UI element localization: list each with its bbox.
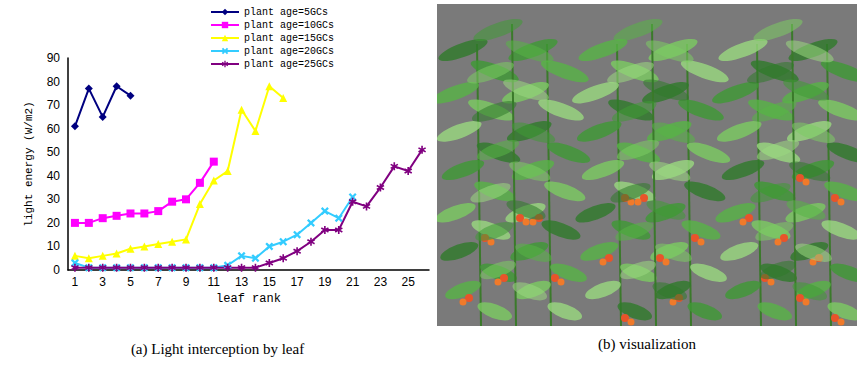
svg-text:11: 11 bbox=[208, 275, 221, 289]
svg-text:40: 40 bbox=[47, 169, 61, 183]
svg-text:plant age=20GCs: plant age=20GCs bbox=[244, 46, 334, 57]
svg-text:0: 0 bbox=[53, 263, 60, 277]
svg-text:90: 90 bbox=[47, 51, 61, 65]
svg-text:1: 1 bbox=[72, 275, 79, 289]
svg-text:80: 80 bbox=[47, 75, 61, 89]
svg-text:leaf rank: leaf rank bbox=[216, 292, 281, 306]
svg-text:10: 10 bbox=[47, 239, 61, 253]
svg-text:60: 60 bbox=[47, 122, 61, 136]
svg-text:plant age=5GCs: plant age=5GCs bbox=[244, 7, 328, 18]
svg-text:25: 25 bbox=[401, 275, 415, 289]
svg-text:plant age=25GCs: plant age=25GCs bbox=[244, 59, 334, 70]
html-text:(b) visualization: (b) visualization bbox=[598, 336, 696, 352]
svg-text:19: 19 bbox=[318, 275, 332, 289]
svg-text:3: 3 bbox=[99, 275, 106, 289]
svg-text:17: 17 bbox=[290, 275, 304, 289]
svg-text:9: 9 bbox=[183, 275, 190, 289]
svg-text:5: 5 bbox=[127, 275, 134, 289]
svg-text:15: 15 bbox=[263, 275, 277, 289]
svg-text:30: 30 bbox=[47, 192, 61, 206]
svg-text:plant age=10GCs: plant age=10GCs bbox=[244, 20, 334, 31]
svg-text:70: 70 bbox=[47, 98, 61, 112]
svg-text:(a) Light interception by leaf: (a) Light interception by leaf bbox=[131, 341, 304, 358]
svg-text:light energy (W/m2): light energy (W/m2) bbox=[23, 101, 35, 226]
svg-text:23: 23 bbox=[374, 275, 388, 289]
svg-text:13: 13 bbox=[235, 275, 249, 289]
svg-text:plant age=15GCs: plant age=15GCs bbox=[244, 33, 334, 44]
svg-text:50: 50 bbox=[47, 145, 61, 159]
svg-text:20: 20 bbox=[47, 216, 61, 230]
svg-text:7: 7 bbox=[155, 275, 162, 289]
svg-text:21: 21 bbox=[346, 275, 360, 289]
